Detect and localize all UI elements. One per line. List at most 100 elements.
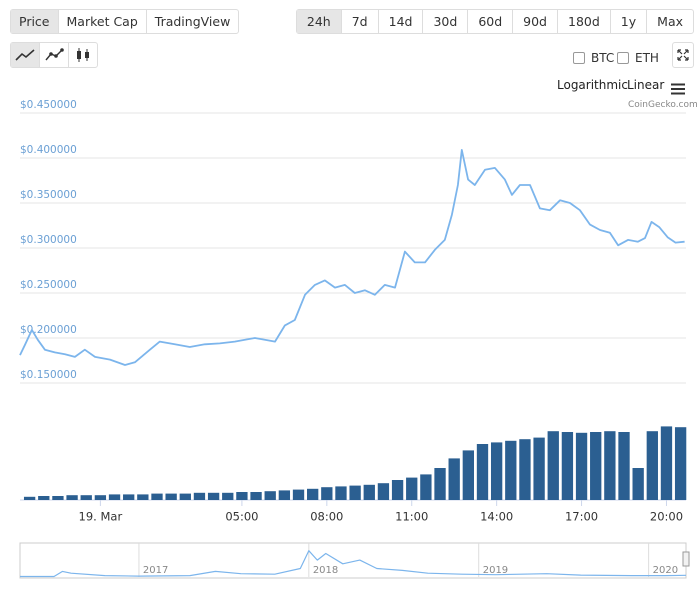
checkbox[interactable] (617, 52, 629, 64)
checkbox[interactable] (573, 52, 585, 64)
volume-bar (391, 480, 404, 500)
tab[interactable]: Market Cap (57, 10, 146, 33)
compare-checkbox[interactable]: ETH (617, 51, 659, 65)
chart-type-group (10, 42, 98, 68)
line-points-icon[interactable] (39, 43, 68, 67)
volume-bar (590, 432, 602, 500)
range-group: 24h 7d 14d 30d 60d 90d 180d 1y Max (295, 9, 694, 34)
range-button[interactable]: 24h (296, 10, 341, 33)
volume-bar (434, 468, 446, 500)
volume-bar (307, 488, 319, 500)
volume-bar (278, 490, 291, 500)
x-tick-label: 19. Mar (79, 510, 123, 524)
range-button[interactable]: 7d (340, 10, 378, 33)
volume-bar (193, 492, 206, 500)
volume-bar (646, 431, 658, 500)
y-tick-label: $0.350000 (20, 189, 77, 201)
navigator-tick-label: 2019 (483, 565, 508, 576)
volume-bar (406, 477, 418, 500)
x-tick-label: 17:00 (565, 510, 598, 524)
tab[interactable]: TradingView (145, 10, 239, 33)
volume-bar (250, 492, 262, 500)
navigator-tick-label: 2017 (143, 565, 168, 576)
volume-bar (363, 484, 375, 500)
navigator-tick-label: 2018 (313, 565, 338, 576)
volume-bar (632, 468, 644, 500)
volume-bar (321, 487, 333, 500)
volume-bar (179, 493, 191, 500)
volume-bar (335, 486, 347, 500)
volume-bar (377, 483, 390, 500)
checkbox-label: ETH (635, 51, 659, 65)
x-tick-label: 08:00 (310, 510, 343, 524)
y-tick-label: $0.400000 (20, 144, 77, 156)
volume-bar (23, 496, 36, 500)
volume-bar (292, 489, 305, 500)
credit: CoinGecko.com (628, 100, 698, 110)
volume-bar (462, 450, 475, 500)
y-tick-label: $0.450000 (20, 99, 77, 111)
volume-bar (575, 432, 588, 500)
volume-bar (222, 492, 234, 500)
price-line (19, 149, 685, 366)
y-tick-label: $0.200000 (20, 324, 77, 336)
volume-bar (561, 432, 574, 500)
volume-bar (349, 485, 361, 500)
y-tick-label: $0.150000 (20, 369, 77, 381)
navigator-frame (19, 542, 687, 579)
line-icon[interactable] (11, 43, 39, 67)
x-tick-label: 11:00 (395, 510, 428, 524)
tab-group: Price Market Cap TradingView (10, 9, 240, 34)
navigator-handle[interactable] (682, 551, 690, 567)
volume-bar (490, 442, 503, 500)
volume-bar (448, 458, 460, 500)
volume-bar (476, 444, 489, 500)
range-button[interactable]: 1y (609, 10, 646, 33)
expand-button[interactable] (672, 42, 694, 68)
volume-bar (123, 494, 135, 500)
volume-bar (519, 439, 531, 500)
volume-bar (660, 426, 673, 500)
compare-checkbox[interactable]: BTC (573, 51, 614, 65)
volume-bar (151, 493, 163, 500)
volume-bar (236, 492, 248, 500)
x-tick-label: 20:00 (650, 510, 683, 524)
x-tick-label: 14:00 (480, 510, 513, 524)
volume-bar (66, 495, 78, 500)
volume-bar (38, 496, 50, 500)
candle-icon[interactable] (68, 43, 97, 67)
volume-bar (52, 496, 64, 500)
volume-bar (108, 494, 121, 500)
range-button[interactable]: Max (646, 10, 693, 33)
range-button[interactable]: 90d (512, 10, 557, 33)
menu-button[interactable] (670, 80, 686, 99)
volume-bar (264, 491, 276, 500)
volume-bar (505, 440, 517, 500)
scale-option[interactable]: Logarithmic (557, 78, 628, 92)
range-button[interactable]: 14d (377, 10, 423, 33)
navigator-tick-label: 2020 (653, 565, 678, 576)
volume-bar (94, 495, 107, 500)
navigator-line (20, 550, 687, 578)
volume-bar (165, 493, 177, 500)
volume-bar (547, 431, 559, 500)
volume-bar (207, 492, 220, 500)
volume-bar (604, 431, 616, 500)
volume-bar (533, 437, 545, 500)
y-tick-label: $0.300000 (20, 234, 77, 246)
scale-option[interactable]: Linear (627, 78, 665, 92)
volume-bar (420, 474, 432, 500)
x-tick-label: 05:00 (225, 510, 258, 524)
volume-bar (674, 427, 687, 500)
tab[interactable]: Price (11, 10, 58, 33)
checkbox-label: BTC (591, 51, 615, 65)
range-button[interactable]: 60d (467, 10, 512, 33)
y-tick-label: $0.250000 (20, 279, 77, 291)
volume-bar (618, 432, 630, 500)
volume-bar (80, 495, 92, 500)
volume-bar (137, 494, 149, 500)
range-button[interactable]: 180d (557, 10, 610, 33)
range-button[interactable]: 30d (422, 10, 467, 33)
